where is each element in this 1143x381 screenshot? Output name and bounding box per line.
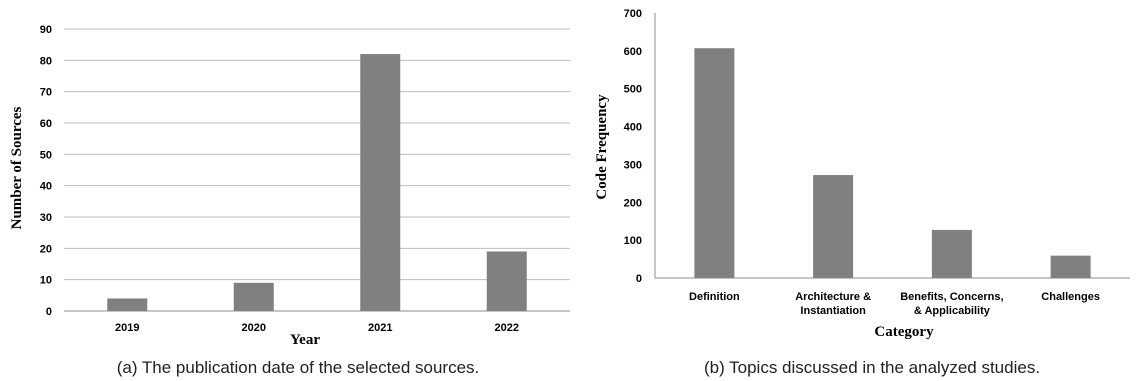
- chart-a-xlabel: Year: [290, 332, 320, 348]
- chart-b-bar: [813, 175, 854, 278]
- chart-a-ytick-label: 0: [46, 306, 52, 318]
- chart-a-ytick-label: 20: [40, 243, 52, 255]
- chart-a-category-label: 2021: [368, 322, 392, 334]
- chart-b-ytick-label: 500: [624, 84, 642, 96]
- chart-b-ytick-label: 400: [624, 122, 642, 134]
- chart-a-ytick-label: 60: [40, 118, 52, 130]
- chart-a-ytick-label: 30: [40, 212, 52, 224]
- chart-a-ytick-label: 90: [40, 24, 52, 36]
- chart-b-ytick-label: 200: [624, 197, 642, 209]
- chart-a-ytick-label: 70: [40, 87, 52, 99]
- chart-a-bar: [233, 282, 274, 311]
- chart-b-ytick-label: 300: [624, 159, 642, 171]
- chart-a-ytick-label: 10: [40, 275, 52, 287]
- chart-topic-categories: 0 100 200 300 400 500 600 700 Definition Archite…: [594, 8, 1130, 377]
- chart-a-category-label: 2022: [495, 322, 519, 334]
- chart-a-caption: (a) The publication date of the selected…: [117, 358, 480, 377]
- chart-b-ytick-label: 0: [636, 273, 642, 285]
- chart-a-category-label: 2020: [242, 322, 266, 334]
- chart-b-xlabel: Category: [874, 324, 934, 340]
- chart-publication-year: 0 10 20 30 40 50 60 70 80 90 2019 2020 2021 2022 Yea…: [9, 24, 570, 377]
- chart-a-ytick-label: 50: [40, 149, 52, 161]
- chart-b-bar: [1050, 255, 1091, 278]
- chart-b-category-label: Definition: [689, 291, 740, 303]
- chart-b-category-label: Architecture & Instantiation: [795, 291, 871, 317]
- chart-a-bar: [107, 298, 148, 311]
- chart-b-bar: [694, 48, 735, 279]
- chart-a-bar: [486, 251, 527, 311]
- chart-b-ylabel: Code Frequency: [594, 94, 610, 200]
- chart-b-ytick-label: 100: [624, 235, 642, 247]
- chart-a-ylabel: Number of Sources: [9, 106, 25, 229]
- chart-b-caption: (b) Topics discussed in the analyzed stu…: [704, 358, 1040, 377]
- chart-a-ytick-label: 40: [40, 181, 52, 193]
- chart-a-ytick-label: 80: [40, 55, 52, 67]
- chart-b-bar: [931, 229, 972, 278]
- chart-a-bar: [360, 54, 401, 312]
- chart-b-ytick-label: 700: [624, 8, 642, 20]
- chart-b-ytick-label: 600: [624, 46, 642, 58]
- chart-b-category-label: Challenges: [1041, 291, 1100, 303]
- chart-a-category-label: 2019: [115, 322, 139, 334]
- chart-b-category-label: Benefits, Concerns, & Applicability: [900, 291, 1003, 317]
